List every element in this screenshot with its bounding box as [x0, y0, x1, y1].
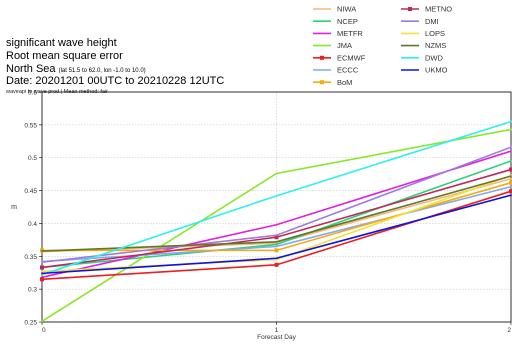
chart-metric: Root mean square error: [6, 50, 123, 62]
series-lops: [41, 174, 512, 273]
data-point: [40, 265, 44, 270]
data-point: [510, 185, 512, 188]
y-tick-label: 0.55: [24, 122, 37, 129]
legend-label: ECMWF: [337, 53, 366, 62]
x-tick-label: 1: [275, 327, 279, 334]
data-point: [275, 194, 278, 197]
legend-item-dmi: DMI: [401, 17, 439, 26]
data-point: [275, 234, 278, 237]
data-point: [509, 189, 512, 194]
y-tick-label: 0.4: [28, 221, 37, 228]
grid: [41, 91, 512, 323]
legend-label: BoM: [337, 78, 352, 87]
y-tick-label: 0.3: [28, 287, 37, 294]
x-tick-label: 0: [42, 327, 46, 334]
legend-item-ukmo: UKMO: [401, 66, 448, 75]
x-tick-label: 2: [507, 327, 511, 334]
chart-region: North Sea (lat 51.5 to 62.0, lon -1.0 to…: [6, 63, 146, 75]
series-lines: [40, 120, 512, 323]
data-point: [275, 258, 278, 261]
data-point: [275, 257, 278, 260]
x-axis-label: Forecast Day: [257, 334, 296, 341]
data-point: [41, 273, 43, 276]
data-point: [41, 320, 43, 323]
series-metfr: [41, 150, 512, 279]
legend-item-dwd: DWD: [401, 53, 443, 62]
data-point: [41, 261, 43, 264]
data-point: [509, 180, 512, 185]
legend-label: NCEP: [337, 17, 358, 26]
series-dmi: [41, 146, 512, 264]
data-point: [510, 150, 512, 153]
legend-marker: [320, 80, 324, 85]
data-point: [40, 277, 44, 282]
chart-date-range: Date: 20201201 00UTC to 20210228 12UTC: [6, 75, 225, 87]
legend-label: METNO: [425, 5, 452, 14]
legend-item-nzms: NZMS: [401, 41, 446, 50]
data-point: [275, 243, 278, 246]
data-point: [510, 128, 512, 131]
data-point: [41, 270, 43, 273]
data-point: [275, 172, 278, 175]
data-point: [509, 167, 512, 172]
legend-label: ECCC: [337, 66, 359, 75]
legend-label: METFR: [337, 29, 363, 38]
legend-label: DMI: [425, 17, 439, 26]
legend-label: JMA: [337, 41, 352, 50]
y-tick-label: 0.5: [28, 155, 37, 162]
legend-label: NIWA: [337, 5, 356, 14]
region-name: North Sea: [6, 63, 56, 75]
legend-marker: [320, 55, 324, 60]
data-point: [274, 235, 279, 240]
data-point: [510, 146, 512, 149]
series-dwd: [41, 120, 512, 276]
legend-item-ncep: NCEP: [313, 17, 358, 26]
series-ukmo: [41, 194, 512, 275]
data-point: [41, 272, 43, 275]
legend-item-metfr: METFR: [313, 29, 363, 38]
data-point: [510, 160, 512, 162]
legend-item-metno: METNO: [401, 5, 452, 14]
legend-item-jma: JMA: [313, 41, 352, 50]
legend-item-ecmwf: ECMWF: [313, 53, 366, 62]
y-tick-label: 0.6: [28, 90, 37, 97]
region-detail: (lat 51.5 to 62.0, lon -1.0 to 10.0): [58, 68, 146, 74]
y-axis-ticks: 0.25 0.3 0.35 0.4 0.45 0.5 0.55 0.6: [24, 90, 42, 327]
legend-label: LOPS: [425, 29, 445, 38]
series-jma: [41, 128, 512, 323]
data-point: [41, 250, 43, 252]
legend-item-niwa: NIWA: [313, 5, 356, 14]
legend-item-bom: BoM: [313, 78, 352, 87]
data-point: [275, 223, 278, 226]
legend-item-eccc: ECCC: [313, 66, 359, 75]
data-point: [274, 262, 279, 267]
data-point: [274, 248, 279, 253]
legend-marker: [408, 7, 412, 11]
legend-label: UKMO: [425, 66, 448, 75]
legend-item-lops: LOPS: [401, 29, 445, 38]
y-tick-label: 0.35: [24, 254, 37, 261]
data-point: [275, 240, 278, 243]
data-point: [510, 175, 512, 178]
data-point: [510, 177, 512, 180]
x-axis-ticks: 0 1 2: [41, 322, 511, 334]
y-tick-label: 0.45: [24, 188, 37, 195]
legend-label: DWD: [425, 53, 443, 62]
chart-title: significant wave height: [6, 37, 117, 49]
data-point: [275, 245, 278, 248]
y-tick-label: 0.25: [24, 320, 37, 327]
legend-label: NZMS: [425, 41, 446, 50]
series-metno: [40, 167, 512, 270]
legend: NIWA NCEP METFR JMA ECMWF ECCC BoM METNO DMI LOPS…: [313, 5, 452, 87]
data-point: [510, 120, 512, 123]
series-eccc: [41, 185, 512, 263]
data-point: [510, 194, 512, 197]
y-axis-label: m: [11, 204, 17, 211]
